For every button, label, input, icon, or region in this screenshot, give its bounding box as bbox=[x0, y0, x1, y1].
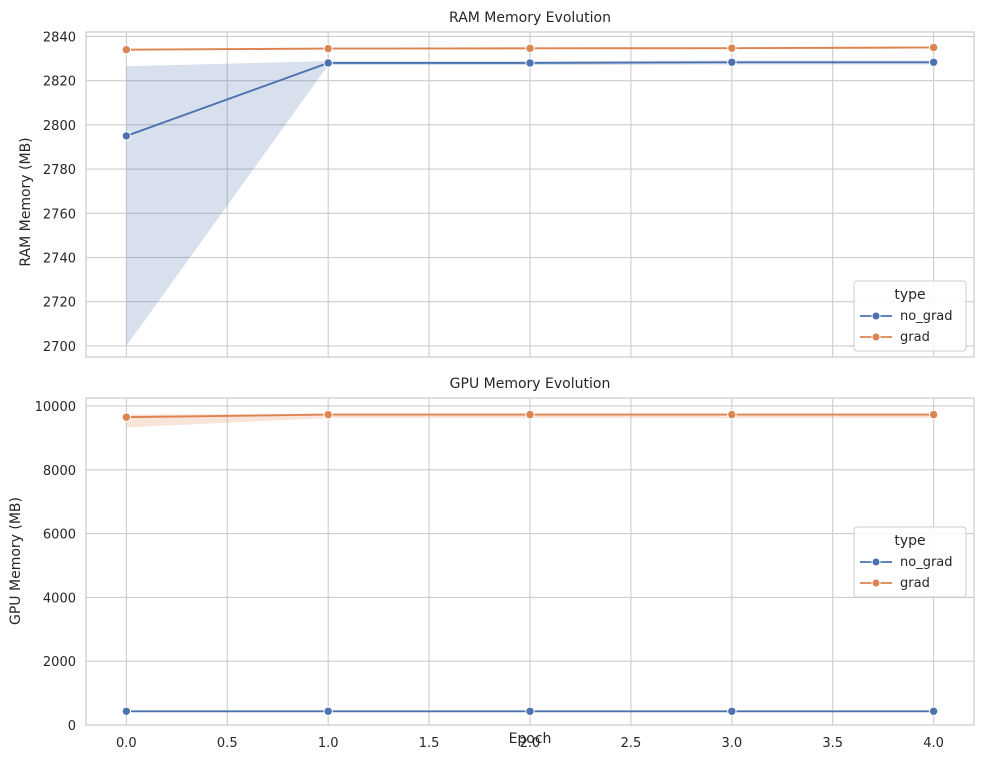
gpu-legend-label-no-grad: no_grad bbox=[900, 555, 953, 570]
gpu-y-tick-label: 6000 bbox=[43, 528, 76, 543]
gpu-point-no-grad bbox=[928, 706, 939, 716]
gpu-x-tick-label: 3.5 bbox=[822, 736, 843, 751]
gpu-legend: type no_grad grad bbox=[853, 526, 967, 598]
gpu-x-tick-label: 3.0 bbox=[721, 736, 742, 751]
ram-series-points bbox=[121, 42, 939, 141]
ram-point-grad bbox=[727, 43, 737, 53]
gpu-legend-box bbox=[853, 526, 967, 598]
gpu-x-ticks: 0.0 0.5 1.0 1.5 2.0 2.5 3.0 3.5 4.0 bbox=[116, 736, 944, 751]
ram-point-grad bbox=[323, 43, 333, 54]
gpu-point-no-grad bbox=[727, 706, 737, 716]
ram-chart-title: RAM Memory Evolution bbox=[449, 10, 611, 26]
ram-point-no-grad bbox=[121, 131, 132, 141]
ram-y-tick-label: 2820 bbox=[43, 75, 76, 90]
gpu-x-tick-label: 2.5 bbox=[621, 736, 642, 751]
gpu-point-grad bbox=[323, 409, 333, 420]
ram-legend-box bbox=[853, 280, 967, 352]
gpu-y-ticks: 0 2000 4000 6000 8000 10000 bbox=[35, 400, 76, 734]
ram-y-tick-label: 2740 bbox=[43, 252, 76, 267]
gpu-chart-title: GPU Memory Evolution bbox=[450, 376, 611, 392]
gpu-legend-label-grad: grad bbox=[900, 576, 930, 591]
gpu-x-tick-label: 1.0 bbox=[318, 736, 339, 751]
gpu-y-tick-label: 2000 bbox=[43, 655, 76, 670]
gpu-chart: GPU Memory Evolution GPU Memory (MB) Epo… bbox=[8, 376, 975, 751]
gpu-legend-marker-grad bbox=[871, 578, 881, 588]
gpu-point-grad bbox=[121, 412, 132, 422]
gpu-x-tick-label: 2.0 bbox=[520, 736, 541, 751]
ram-point-no-grad bbox=[323, 58, 333, 68]
gpu-point-no-grad bbox=[525, 706, 535, 716]
gpu-point-no-grad bbox=[121, 706, 132, 716]
ram-grid bbox=[86, 32, 974, 357]
ram-y-tick-label: 2840 bbox=[43, 30, 76, 45]
gpu-series-points bbox=[121, 409, 939, 716]
ram-y-tick-label: 2720 bbox=[43, 296, 76, 311]
ram-y-axis-label: RAM Memory (MB) bbox=[18, 137, 34, 266]
ram-legend-label-no-grad: no_grad bbox=[900, 309, 953, 324]
ram-point-no-grad bbox=[928, 57, 939, 67]
ram-y-tick-label: 2760 bbox=[43, 207, 76, 222]
gpu-point-grad bbox=[525, 409, 535, 420]
gpu-y-tick-label: 8000 bbox=[43, 464, 76, 479]
ram-band-no-grad bbox=[126, 60, 934, 346]
gpu-y-tick-label: 4000 bbox=[43, 591, 76, 606]
ram-point-no-grad bbox=[727, 57, 737, 67]
ram-y-tick-label: 2780 bbox=[43, 163, 76, 178]
gpu-point-grad bbox=[928, 409, 939, 420]
ram-point-grad bbox=[928, 42, 939, 53]
gpu-plot-frame bbox=[85, 397, 975, 726]
ram-legend: type no_grad grad bbox=[853, 280, 967, 352]
gpu-point-no-grad bbox=[323, 706, 333, 716]
ram-legend-title: type bbox=[894, 287, 925, 303]
ram-legend-label-grad: grad bbox=[900, 330, 930, 345]
gpu-y-tick-label: 0 bbox=[68, 719, 76, 734]
x-axis-label: Epoch bbox=[509, 731, 552, 747]
ram-point-no-grad bbox=[525, 58, 535, 68]
gpu-x-tick-label: 1.5 bbox=[419, 736, 440, 751]
gpu-x-tick-label: 4.0 bbox=[923, 736, 944, 751]
ram-y-tick-label: 2800 bbox=[43, 119, 76, 134]
ram-legend-marker-grad bbox=[871, 332, 881, 342]
gpu-legend-title: type bbox=[894, 533, 925, 549]
ram-chart: RAM Memory Evolution RAM Memory (MB) 270… bbox=[18, 10, 975, 358]
ram-plot-frame bbox=[85, 31, 975, 358]
gpu-y-tick-label: 10000 bbox=[35, 400, 76, 415]
ram-legend-marker-no-grad bbox=[871, 311, 881, 321]
gpu-x-tick-label: 0.0 bbox=[116, 736, 137, 751]
gpu-x-tick-label: 0.5 bbox=[217, 736, 238, 751]
ram-y-tick-label: 2700 bbox=[43, 340, 76, 355]
ram-y-ticks: 2700 2720 2740 2760 2780 2800 2820 2840 bbox=[43, 30, 76, 355]
gpu-y-axis-label: GPU Memory (MB) bbox=[8, 497, 24, 625]
ram-point-grad bbox=[525, 43, 535, 54]
ram-point-grad bbox=[121, 44, 132, 55]
gpu-point-grad bbox=[727, 409, 737, 420]
gpu-legend-marker-no-grad bbox=[871, 557, 881, 567]
